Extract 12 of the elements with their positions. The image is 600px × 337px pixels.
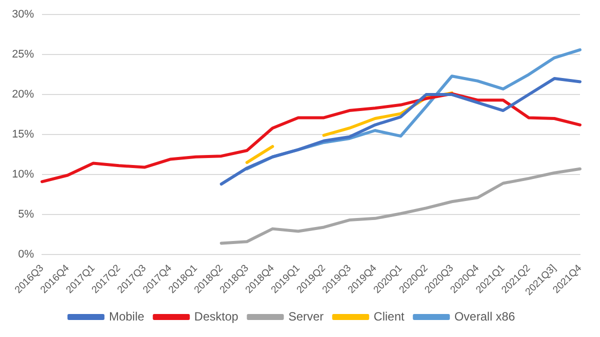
legend-label: Overall x86 — [454, 309, 516, 324]
legend-label: Client — [374, 309, 406, 324]
y-tick-label: 30% — [12, 8, 34, 21]
y-tick-label: 20% — [12, 88, 34, 101]
y-tick-label: 5% — [18, 208, 34, 220]
legend-label: Server — [288, 309, 324, 324]
y-tick-label: 15% — [12, 128, 34, 141]
y-tick-label: 0% — [18, 248, 34, 260]
legend-label: Desktop — [194, 309, 239, 324]
y-tick-label: 25% — [12, 48, 34, 61]
legend-label: Mobile — [108, 309, 145, 324]
y-tick-label: 10% — [12, 168, 34, 180]
